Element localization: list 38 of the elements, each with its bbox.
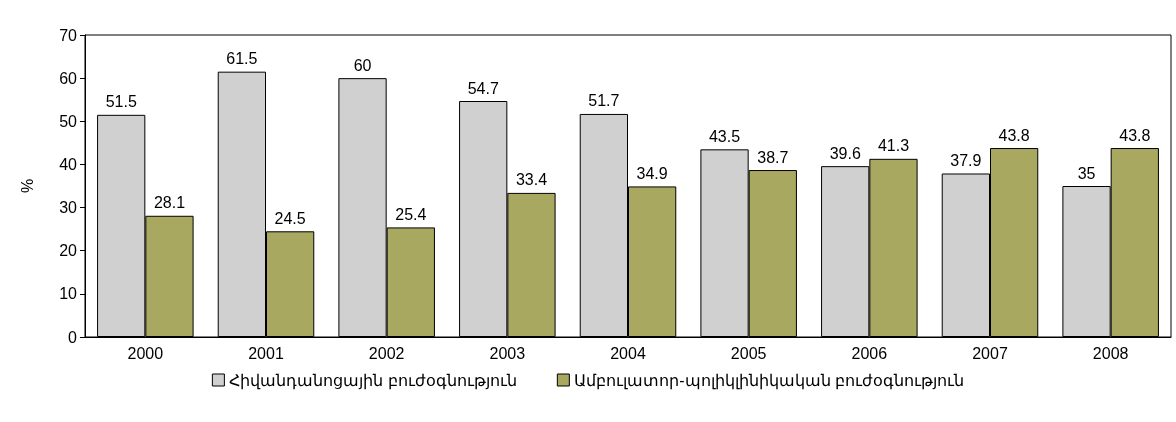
y-axis-title: % xyxy=(18,178,36,194)
x-tick-label: 2003 xyxy=(489,344,526,362)
x-tick-label: 2000 xyxy=(127,344,164,362)
data-label: 33.4 xyxy=(515,171,548,189)
data-label: 34.9 xyxy=(636,164,668,182)
x-tick-label: 2005 xyxy=(730,344,767,362)
data-label: 39.6 xyxy=(829,144,861,162)
data-label: 37.9 xyxy=(950,151,982,169)
data-label: 28.1 xyxy=(153,194,186,212)
y-tick-label: 60 xyxy=(59,69,78,87)
data-label: 43.8 xyxy=(998,126,1030,144)
data-label: 43.8 xyxy=(1119,126,1151,144)
data-label: 38.7 xyxy=(757,148,789,166)
data-label: 54.7 xyxy=(467,79,499,97)
y-tick-label: 30 xyxy=(59,199,78,217)
data-label: 51.7 xyxy=(588,92,620,110)
legend-label: Ամբուլատոր-պոլիկլինիկական բուժօգնություն xyxy=(574,371,965,390)
legend-label: Հիվանդանոցային բուժօգնություն xyxy=(229,371,517,390)
data-label: 43.5 xyxy=(708,127,741,145)
y-tick-label: 50 xyxy=(59,112,78,130)
data-label: 25.4 xyxy=(395,205,427,223)
y-tick-label: 10 xyxy=(59,285,78,303)
data-label: 51.5 xyxy=(105,93,137,111)
x-tick-label: 2007 xyxy=(972,344,1008,362)
data-label: 35 xyxy=(1077,164,1096,182)
y-tick-label: 0 xyxy=(68,328,78,346)
x-tick-label: 2001 xyxy=(248,344,284,362)
y-tick-label: 40 xyxy=(59,155,78,173)
x-tick-label: 2004 xyxy=(610,344,646,362)
data-label: 60 xyxy=(353,56,372,74)
data-label: 24.5 xyxy=(274,209,306,227)
data-label: 61.5 xyxy=(226,50,258,68)
x-tick-label: 2002 xyxy=(368,344,405,362)
data-label: 41.3 xyxy=(877,137,910,155)
y-tick-label: 20 xyxy=(59,242,78,260)
x-tick-label: 2006 xyxy=(851,344,888,362)
x-tick-label: 2008 xyxy=(1092,344,1129,362)
y-tick-label: 70 xyxy=(59,26,78,44)
